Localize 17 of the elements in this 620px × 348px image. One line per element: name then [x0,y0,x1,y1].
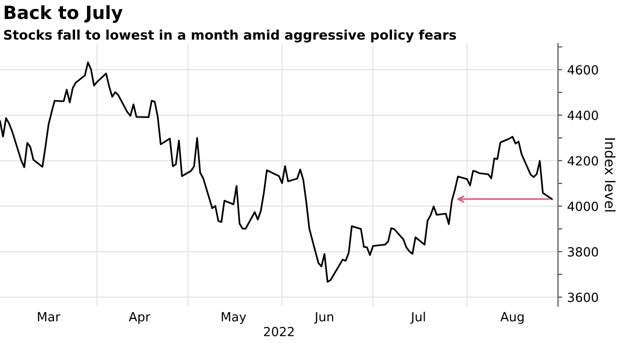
y-tick-label: 4200 [568,156,598,166]
chart-subtitle: Stocks fall to lowest in a month amid aggressive policy fears [4,30,456,42]
y-tick-label: 3600 [568,292,598,302]
y-tick-label: 3800 [568,247,598,257]
x-tick-label: Jun [314,312,334,324]
x-tick-label: May [222,312,246,324]
x-tick-label: Aug [500,312,524,324]
chart-title: Back to July [4,5,123,23]
y-axis-title: Index level [604,138,616,212]
y-tick-label: 4000 [568,202,598,212]
x-tick-label: Apr [128,312,150,324]
x-tick-label: Mar [38,312,60,322]
y-tick-label: 4400 [568,110,598,120]
x-tick-label: Jul [410,312,425,324]
y-tick-label: 4600 [568,65,598,75]
line-series [0,62,553,283]
x-axis-title: 2022 [264,326,294,336]
